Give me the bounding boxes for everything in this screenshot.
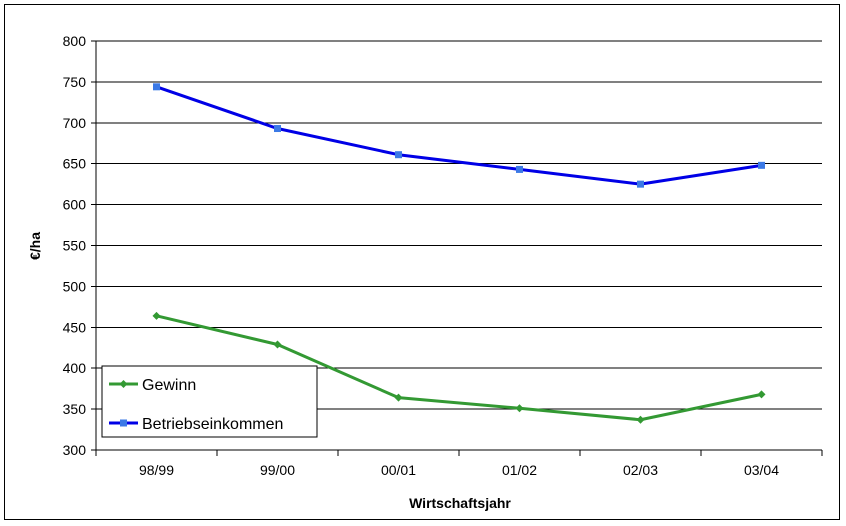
data-point-betriebseinkommen bbox=[395, 151, 402, 159]
x-tick-label: 98/99 bbox=[139, 462, 174, 478]
data-point-betriebseinkommen bbox=[153, 83, 160, 91]
y-tick-label: 450 bbox=[63, 319, 87, 335]
y-tick-label: 750 bbox=[63, 74, 87, 90]
y-tick-label: 600 bbox=[63, 197, 87, 213]
y-tick-label: 550 bbox=[63, 238, 87, 254]
x-tick-labels: 98/99 99/00 00/01 01/02 02/03 03/04 bbox=[139, 462, 779, 478]
data-point-gewinn bbox=[152, 311, 161, 320]
x-tick-label: 01/02 bbox=[502, 462, 537, 478]
legend-marker-betriebseinkommen bbox=[120, 419, 127, 427]
x-tick-label: 02/03 bbox=[623, 462, 658, 478]
series-line-gewinn bbox=[156, 314, 762, 422]
x-axis-title: Wirtschaftsjahr bbox=[409, 495, 511, 511]
data-point-gewinn bbox=[515, 404, 524, 413]
y-tick-label: 400 bbox=[63, 360, 87, 376]
data-point-gewinn bbox=[636, 415, 645, 424]
series-lines bbox=[152, 83, 766, 424]
x-tick-label: 00/01 bbox=[381, 462, 416, 478]
y-tick-label: 700 bbox=[63, 115, 87, 131]
data-point-gewinn bbox=[757, 390, 766, 399]
series-line-betriebseinkommen bbox=[156, 85, 762, 186]
y-axis-title: €/ha bbox=[27, 232, 43, 260]
data-point-betriebseinkommen bbox=[516, 165, 523, 173]
legend: Gewinn Betriebseinkommen bbox=[101, 365, 318, 438]
data-point-gewinn bbox=[273, 340, 282, 349]
legend-box bbox=[101, 365, 318, 438]
x-tick-label: 03/04 bbox=[744, 462, 779, 478]
y-tick-label: 500 bbox=[63, 278, 87, 294]
grid-lines bbox=[96, 40, 822, 410]
x-tick-label: 99/00 bbox=[260, 462, 295, 478]
y-tick-label: 800 bbox=[63, 33, 87, 49]
data-point-betriebseinkommen bbox=[637, 180, 644, 188]
y-tick-labels: 300 350 400 450 500 550 600 650 700 750 800 bbox=[63, 33, 87, 458]
legend-marker-gewinn bbox=[119, 380, 128, 388]
y-tick-label: 350 bbox=[63, 401, 87, 417]
axes bbox=[91, 40, 823, 456]
y-tick-label: 650 bbox=[63, 156, 87, 172]
y-tick-label: 300 bbox=[63, 442, 87, 458]
legend-label-betriebseinkommen: Betriebseinkommen bbox=[142, 416, 283, 433]
data-point-betriebseinkommen bbox=[274, 125, 281, 133]
data-point-gewinn bbox=[394, 393, 403, 402]
legend-label-gewinn: Gewinn bbox=[142, 377, 196, 394]
data-point-betriebseinkommen bbox=[758, 161, 765, 169]
